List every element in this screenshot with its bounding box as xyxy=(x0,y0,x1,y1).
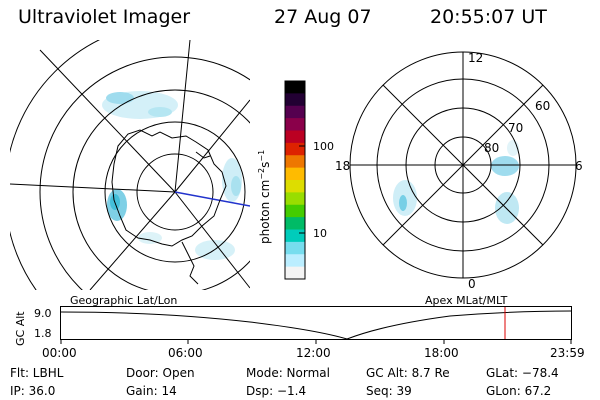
mlat-70-label: 70 xyxy=(508,121,523,135)
colorbar-segment xyxy=(285,204,305,218)
colorbar-segment xyxy=(285,118,305,131)
dsp-info: Dsp: −1.4 xyxy=(246,384,307,398)
colorbar-segment xyxy=(285,217,305,230)
mlt-18-label: 18 xyxy=(335,159,350,173)
seq-info: Seq: 39 xyxy=(366,384,412,398)
altitude-ytick-top: 9.0 xyxy=(34,307,52,320)
apex-map: 12 18 6 0 60 70 80 xyxy=(335,51,583,288)
aurora-oval-geographic xyxy=(102,91,242,260)
mlt-6-label: 6 xyxy=(575,159,583,173)
colorbar-segment xyxy=(285,142,305,156)
colorbar-tick-100: 100 xyxy=(313,140,334,153)
colorbar-segment xyxy=(285,254,305,268)
colorbar-segment xyxy=(285,180,305,193)
colorbar-segment xyxy=(285,93,305,107)
colorbar xyxy=(284,80,306,280)
instrument-title: Ultraviolet Imager xyxy=(18,6,191,28)
colorbar-segment xyxy=(285,130,305,144)
geographic-map xyxy=(10,40,250,290)
apex-label: Apex MLat/MLT xyxy=(425,294,508,307)
xtick-0600: 06:00 xyxy=(168,346,203,360)
colorbar-segment xyxy=(285,266,305,280)
colorbar-unit-label: photon cm−2s−1 xyxy=(257,149,272,244)
date-label: 27 Aug 07 xyxy=(274,6,372,28)
mlt-12-label: 12 xyxy=(468,51,483,65)
antarctica-coastline xyxy=(111,129,227,247)
aurora-oval-apex xyxy=(393,140,519,224)
colorbar-segment xyxy=(285,167,305,181)
ip-info: IP: 36.0 xyxy=(10,384,56,398)
mlat-80-label: 80 xyxy=(484,141,499,155)
glat-info: GLat: −78.4 xyxy=(486,366,559,380)
mlat-60-label: 60 xyxy=(535,99,550,113)
glon-info: GLon: 67.2 xyxy=(486,384,552,398)
xtick-2359: 23:59 xyxy=(550,346,585,360)
altitude-strip xyxy=(60,306,572,344)
gc-alt-info: GC Alt: 8.7 Re xyxy=(366,366,450,380)
time-label: 20:55:07 UT xyxy=(430,6,547,28)
xtick-1800: 18:00 xyxy=(424,346,459,360)
door-info: Door: Open xyxy=(126,366,195,380)
colorbar-segment xyxy=(285,105,305,119)
colorbar-segment xyxy=(285,241,305,255)
gain-info: Gain: 14 xyxy=(126,384,177,398)
colorbar-segment xyxy=(285,229,305,243)
colorbar-segment xyxy=(285,155,305,169)
xtick-1200: 12:00 xyxy=(296,346,331,360)
filter-info: Flt: LBHL xyxy=(10,366,64,380)
altitude-ytick-bottom: 1.8 xyxy=(34,327,52,340)
xtick-0000: 00:00 xyxy=(42,346,77,360)
colorbar-segment xyxy=(285,81,305,94)
colorbar-segment xyxy=(285,192,305,206)
colorbar-tick-10: 10 xyxy=(313,227,327,240)
mlt-0-label: 0 xyxy=(468,277,476,288)
geographic-label: Geographic Lat/Lon xyxy=(70,294,178,307)
altitude-ylabel: GC Alt xyxy=(14,311,27,346)
mode-info: Mode: Normal xyxy=(246,366,330,380)
